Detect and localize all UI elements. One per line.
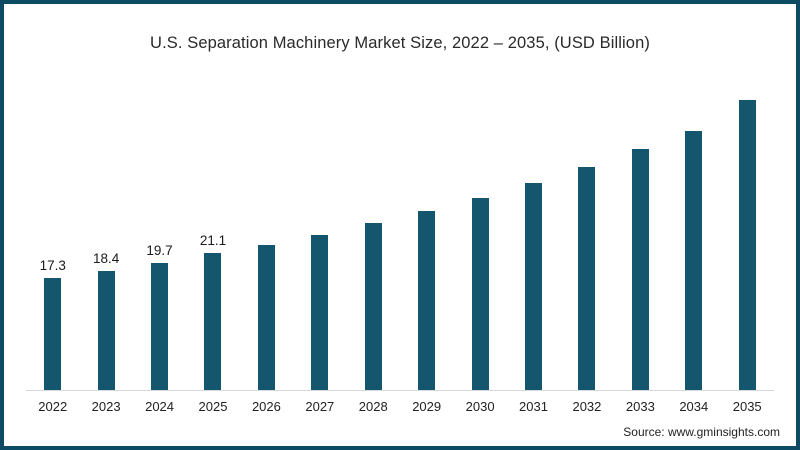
bar-column-2025: 21.1 [186, 233, 239, 390]
bar-column-2027 [293, 235, 346, 390]
bar-2026 [257, 245, 275, 390]
bar-value-label-2025: 21.1 [199, 233, 227, 248]
bar-value-label-2024: 19.7 [146, 243, 173, 258]
plot-area: 17.3 18.4 19.7 21.1 [26, 73, 774, 391]
bar-2025 [204, 253, 222, 390]
bar-2030 [471, 198, 489, 390]
bar-2032 [578, 167, 596, 390]
bar-column-2031 [507, 183, 560, 390]
source-note: Source: www.gminsights.com [623, 425, 780, 439]
bar-column-2022: 17.3 [26, 258, 79, 390]
x-axis: 2022 2023 2024 2025 2026 2027 2028 2029 2030 2031… [26, 391, 774, 414]
bar-2029 [418, 211, 436, 390]
x-axis-label-2027: 2027 [305, 399, 335, 414]
x-axis-label-2030: 2030 [465, 399, 495, 414]
bar-column-2030 [453, 198, 506, 390]
bar-column-2028 [347, 223, 400, 390]
x-axis-label-2034: 2034 [679, 399, 709, 414]
bar-2033 [631, 149, 649, 390]
chart-title: U.S. Separation Machinery Market Size, 2… [150, 34, 650, 52]
bar-2023 [97, 271, 115, 390]
bar-2035 [738, 100, 756, 390]
bar-column-2029 [400, 211, 453, 390]
bar-2034 [685, 131, 703, 390]
x-axis-label-2031: 2031 [519, 399, 548, 414]
x-axis-label-2024: 2024 [145, 399, 175, 414]
bar-2031 [525, 183, 542, 390]
x-axis-label-2025: 2025 [198, 399, 228, 414]
bar-2024 [151, 263, 169, 390]
bar-value-label-2022: 17.3 [39, 258, 66, 273]
bar-column-2034 [667, 131, 720, 390]
bar-column-2024: 19.7 [133, 243, 186, 390]
bar-column-2023: 18.4 [79, 251, 132, 390]
x-axis-label-2023: 2023 [91, 399, 121, 414]
bar-2027 [311, 235, 329, 390]
x-axis-label-2028: 2028 [358, 399, 388, 414]
x-axis-label-2022: 2022 [38, 399, 68, 414]
x-axis-label-2035: 2035 [732, 399, 762, 414]
x-axis-label-2026: 2026 [251, 399, 281, 414]
bar-column-2032 [560, 167, 613, 390]
bar-column-2033 [614, 149, 667, 390]
x-axis-label-2029: 2029 [412, 399, 442, 414]
bar-column-2026 [240, 245, 293, 390]
bar-value-label-2023: 18.4 [92, 251, 120, 266]
x-axis-label-2033: 2033 [625, 399, 655, 414]
bar-column-2035 [720, 100, 773, 390]
bar-2028 [364, 223, 382, 390]
bar-2022 [44, 278, 62, 390]
x-axis-label-2032: 2032 [572, 399, 602, 414]
